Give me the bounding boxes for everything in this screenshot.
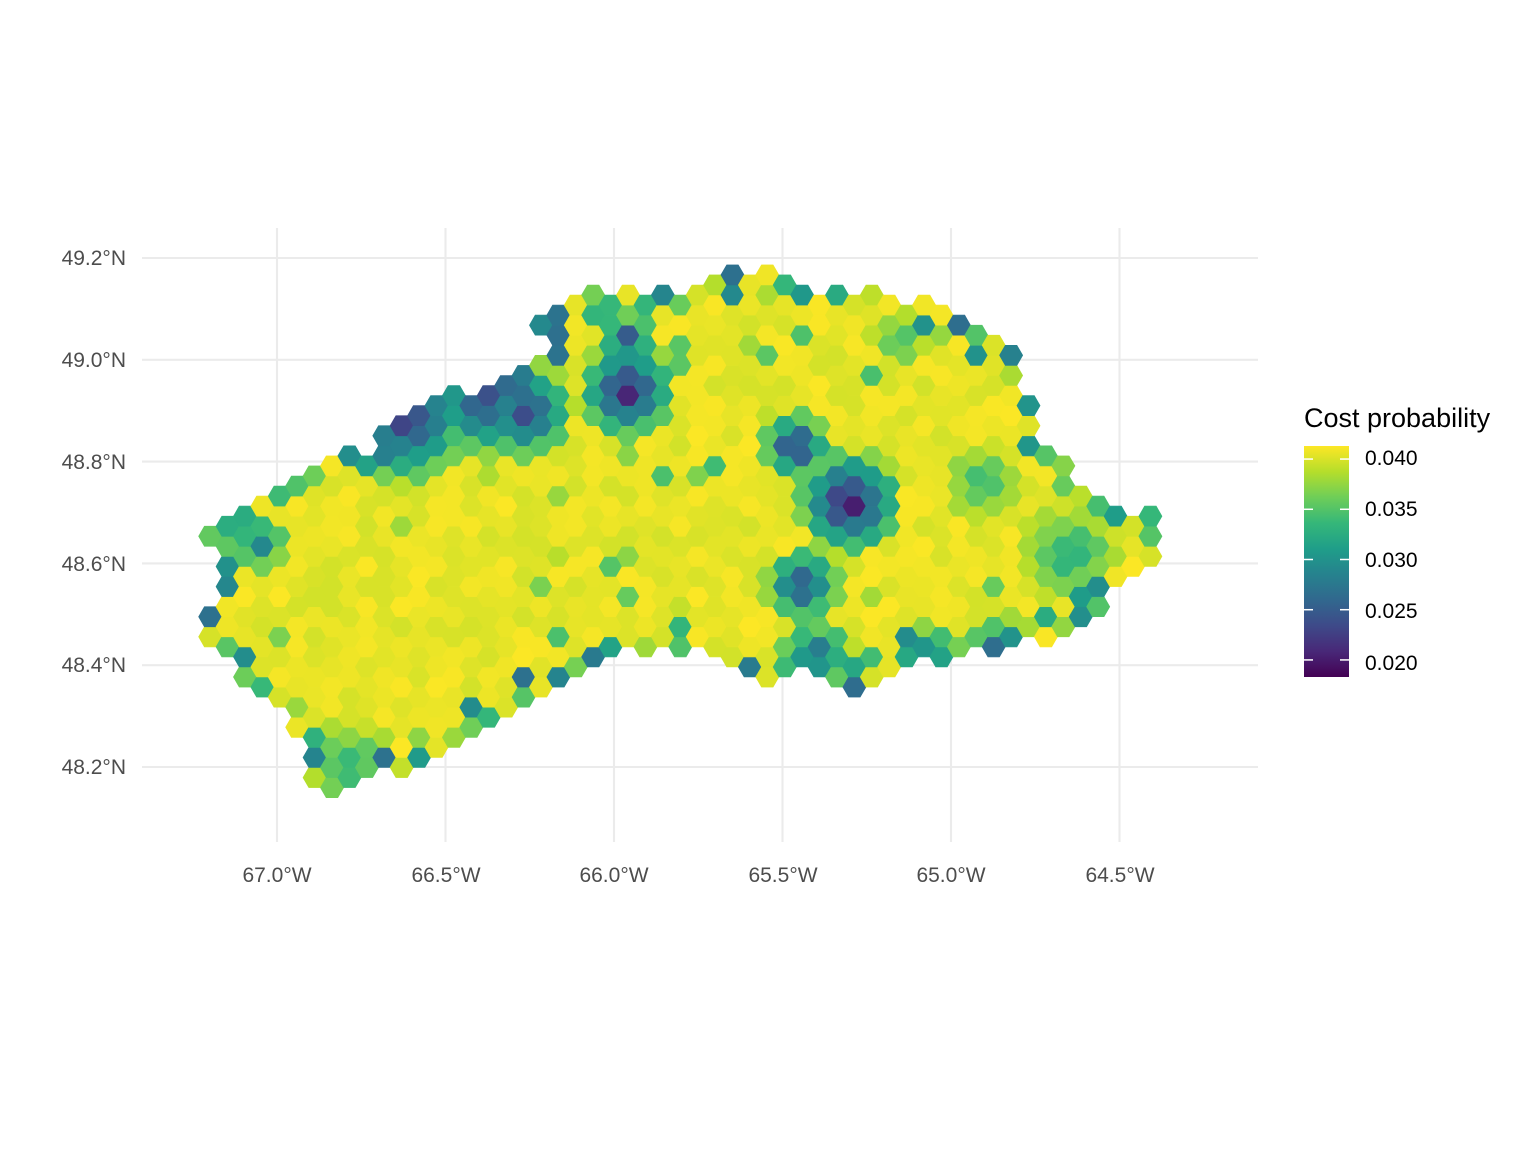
legend: Cost probability 0.040 0.035 0.030 0.025… bbox=[1304, 403, 1491, 677]
hex-cell bbox=[1138, 505, 1163, 527]
legend-ticks bbox=[1304, 458, 1349, 661]
x-tick-label: 67.0°W bbox=[242, 864, 311, 887]
x-axis: 67.0°W 66.5°W 66.0°W 65.5°W 65.0°W 64.5°… bbox=[242, 864, 1154, 887]
y-tick-label: 48.2°N bbox=[62, 756, 126, 779]
y-tick-label: 49.2°N bbox=[62, 247, 126, 270]
x-tick-label: 66.0°W bbox=[579, 864, 648, 887]
legend-label: 0.040 bbox=[1365, 447, 1418, 470]
legend-label: 0.030 bbox=[1365, 549, 1418, 572]
legend-colorbar bbox=[1304, 446, 1349, 677]
hex-cell bbox=[1016, 395, 1041, 417]
x-tick-label: 64.5°W bbox=[1085, 864, 1154, 887]
x-tick-label: 65.5°W bbox=[748, 864, 817, 887]
hex-cell bbox=[999, 344, 1024, 366]
y-axis: 49.2°N 49.0°N 48.8°N 48.6°N 48.4°N 48.2°… bbox=[62, 247, 126, 779]
hex-cells bbox=[198, 264, 1163, 799]
legend-title: Cost probability bbox=[1304, 403, 1491, 433]
y-tick-label: 48.8°N bbox=[62, 451, 126, 474]
y-tick-label: 48.6°N bbox=[62, 553, 126, 576]
legend-label: 0.020 bbox=[1365, 652, 1418, 675]
y-tick-label: 48.4°N bbox=[62, 654, 126, 677]
legend-label: 0.025 bbox=[1365, 600, 1418, 623]
legend-label: 0.035 bbox=[1365, 498, 1418, 521]
x-tick-label: 65.0°W bbox=[916, 864, 985, 887]
y-tick-label: 49.0°N bbox=[62, 349, 126, 372]
x-tick-label: 66.5°W bbox=[411, 864, 480, 887]
hex-cell bbox=[1051, 455, 1076, 477]
